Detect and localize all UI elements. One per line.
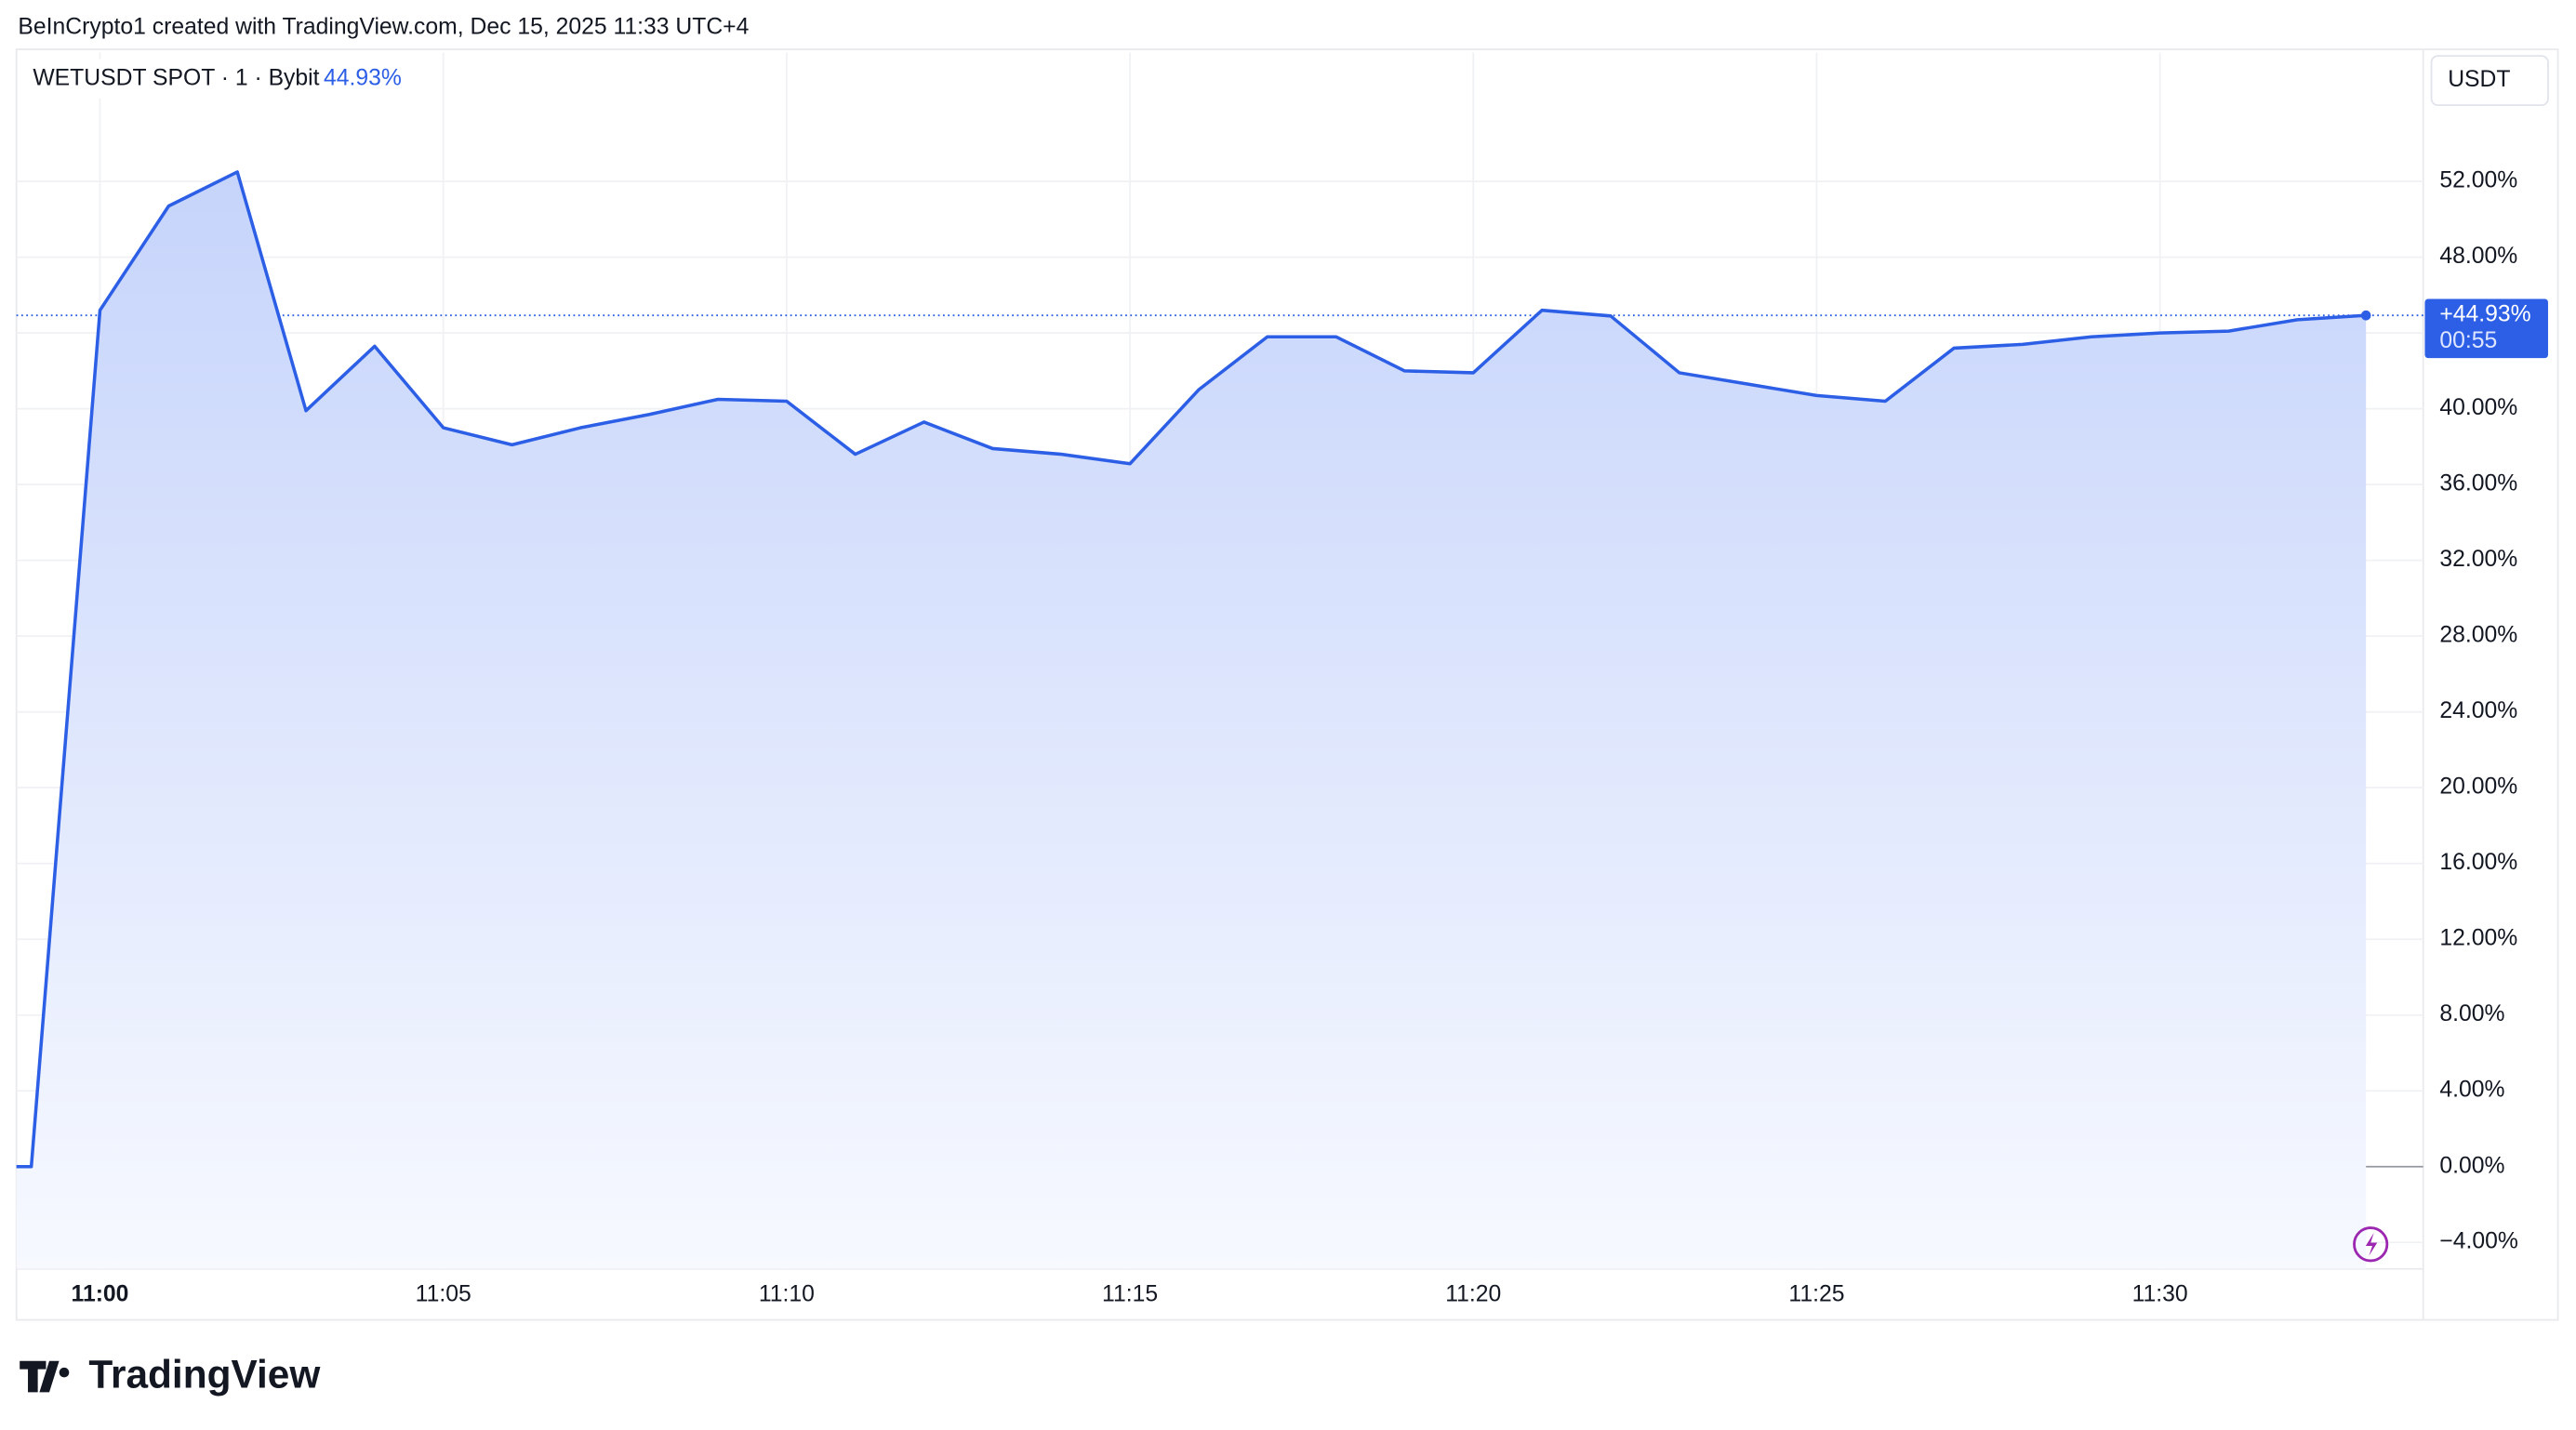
x-tick-label: 11:10 [759,1282,815,1307]
area [16,171,2367,1269]
x-tick-label: 11:25 [1788,1282,1844,1307]
y-tick-label: 8.00% [2439,1001,2504,1026]
chart-frame [15,48,2559,1321]
x-tick-label: 11:20 [1445,1282,1501,1307]
credit: BeInCrypto1 created with TradingView.com… [18,15,749,40]
x-tick-label: 11:05 [416,1282,471,1307]
currency[interactable]: USDT [2448,67,2510,92]
y-tick-label: 32.00% [2439,547,2517,572]
bolt-icon[interactable] [2353,1226,2389,1263]
y-tick-label: 20.00% [2439,775,2517,800]
y-tick-label: 4.00% [2439,1078,2504,1103]
logo-mark [20,1360,70,1393]
y-tick-label: 16.00% [2439,850,2517,875]
y-tick-label: 36.00% [2439,471,2517,497]
legend-bg [22,59,418,99]
last-point [2360,310,2371,321]
y-tick-label: 12.00% [2439,926,2517,951]
logo-text: TradingView [88,1353,321,1397]
y-tick-label: −4.00% [2439,1229,2518,1254]
change: 44.93% [324,65,402,90]
currency-button[interactable] [2430,55,2549,107]
x-tick-label: 11:15 [1102,1282,1158,1307]
y-tick-label: 24.00% [2439,698,2517,723]
y-tick-label: 48.00% [2439,244,2517,269]
countdown: 00:55 [2439,328,2497,353]
x-tick-label: 11:30 [2132,1282,2188,1307]
price-tag [2424,298,2548,359]
y-tick-label: 40.00% [2439,395,2517,420]
y-tick-label: 28.00% [2439,623,2517,648]
symbol: WETUSDT SPOT · 1 · Bybit [33,65,319,90]
line [16,170,2367,1169]
y-tick-label: 52.00% [2439,168,2517,193]
x-tick-label: 11:00 [72,1282,129,1307]
price-label: +44.93% [2439,302,2530,327]
y-tick-label: 0.00% [2439,1153,2504,1178]
bolt [2365,1232,2378,1256]
